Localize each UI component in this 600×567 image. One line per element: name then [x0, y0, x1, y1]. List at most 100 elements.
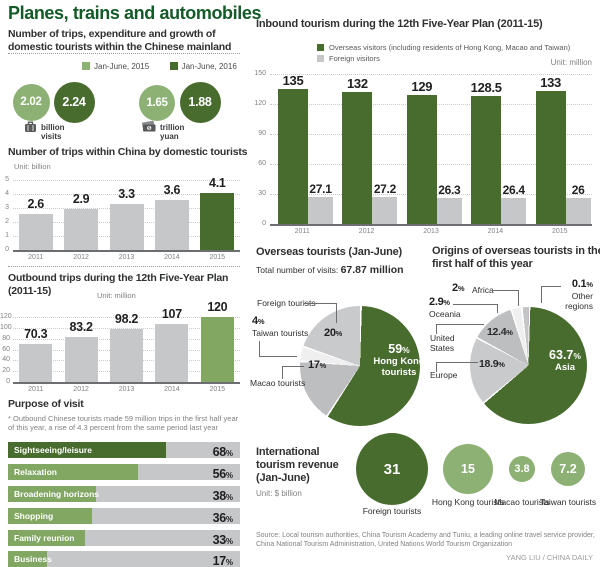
bar-overseas	[406, 95, 437, 224]
summary-circle-label: trillion yuan	[160, 123, 185, 141]
bar	[110, 328, 143, 382]
inbound-legend-foreign: Foreign visitors	[317, 54, 380, 63]
bar-year-label: 2015	[552, 228, 568, 235]
bar	[200, 317, 234, 382]
pie-value-oceania: 2.9%	[429, 296, 451, 308]
connector-line	[436, 324, 437, 334]
revenue-bubble-label: Taiwan tourists	[539, 497, 597, 507]
connector-line	[497, 304, 498, 313]
x-axis	[13, 382, 240, 384]
purpose-bar-fill: Broadening horizons	[8, 486, 99, 502]
axis-tick-label: 2	[5, 218, 9, 225]
axis-tick-label: 150	[254, 70, 266, 77]
bar-value-label: 98.2	[114, 311, 139, 326]
axis-tick-label: 0	[5, 246, 9, 253]
connector-line	[282, 366, 304, 367]
axis-tick-label: 40	[2, 356, 10, 364]
bar-year-label: 2015	[209, 254, 226, 261]
origins-pie-heading: Origins of overseas tourists in the firs…	[432, 245, 600, 270]
connector-line	[436, 362, 437, 372]
pie-value-united-states: 12.4%	[487, 326, 513, 338]
bar-foreign	[565, 198, 591, 224]
pie-value-taiwan: 4%	[252, 315, 265, 327]
gridline	[13, 180, 240, 181]
purpose-bar-value: 36%	[212, 511, 233, 525]
overseas-total-prefix: Total number of visits:	[256, 265, 341, 275]
revenue-heading: International tourism revenue (Jan-June)	[256, 446, 339, 484]
bar	[200, 192, 235, 250]
bar-overseas	[471, 95, 502, 224]
gridline	[270, 74, 592, 75]
connector-line	[541, 286, 542, 303]
source-text: Source: Local tourism authorities, China…	[256, 532, 595, 548]
bar-overseas	[535, 91, 566, 224]
gridline	[13, 317, 240, 318]
connector-line	[336, 303, 337, 323]
purpose-heading: Purpose of visit	[8, 398, 84, 410]
summary-circle: 2.02	[12, 83, 50, 121]
purpose-bar-value: 17%	[212, 554, 233, 567]
connector-line	[492, 290, 518, 291]
purpose-bar-label: Business	[14, 554, 52, 564]
bar-value-label: 26.4	[502, 182, 525, 197]
revenue-bubble: 7.2	[551, 452, 585, 486]
bar-value-label: 107	[161, 307, 182, 322]
connector-line	[453, 304, 497, 305]
legend-swatch-overseas	[317, 44, 324, 51]
purpose-bar-fill: Business	[8, 551, 52, 567]
x-axis	[270, 224, 592, 226]
bar-year-label: 2011	[28, 386, 44, 393]
bar-year-label: 2014	[164, 254, 180, 261]
overseas-total-value: 67.87 million	[340, 264, 404, 276]
legend-label-2015: Jan-June, 2015	[94, 62, 150, 71]
purpose-bar-value: 56%	[212, 467, 233, 481]
revenue-bubble: 31	[356, 433, 428, 505]
axis-tick-label: 0	[6, 378, 10, 385]
bar-year-label: 2011	[28, 254, 44, 261]
origins-pie	[470, 307, 587, 424]
purpose-bar-value: 68%	[212, 445, 233, 459]
axis-tick-label: 60	[258, 160, 266, 167]
revenue-bubble: 3.8	[509, 456, 535, 482]
purpose-bar-fill: Relaxation	[8, 464, 138, 480]
outbound-trips-heading: Outbound trips during the 12th Five-Year…	[8, 272, 229, 297]
revenue-unit: Unit: $ billion	[256, 489, 302, 498]
bar-value-label: 132	[346, 76, 368, 91]
bar-year-label: 2012	[73, 386, 89, 393]
pie-value-africa: 2%	[452, 282, 465, 294]
gridline	[13, 194, 240, 195]
bar-foreign	[501, 197, 527, 224]
pie-label-asia: 63.7% Asia	[549, 348, 581, 373]
bar-foreign	[372, 196, 398, 224]
page-title: Planes, trains and automobiles	[8, 3, 262, 23]
pie-label-foreign-tourists: Foreign tourists	[257, 298, 316, 308]
pie-label-taiwan-tourists: Taiwan tourists	[252, 328, 309, 338]
axis-tick-label: 120	[254, 100, 266, 107]
overseas-total: Total number of visits: 67.87 million	[256, 264, 404, 276]
pie-label-oceania: Oceania	[429, 309, 461, 319]
pie-label-hong-kong: 59% Hong Kong tourists	[373, 342, 425, 378]
bar-year-label: 2013	[423, 228, 439, 235]
pie-value-europe: 18.9%	[479, 358, 505, 370]
axis-tick-label: 5	[5, 176, 9, 183]
svg-text:$: $	[148, 126, 151, 131]
summary-circle: 1.65	[139, 85, 175, 121]
bar-value-label: 120	[207, 300, 228, 314]
pie-value-other: 0.1%	[571, 278, 593, 290]
axis-tick-label: 4	[5, 190, 9, 197]
summary-legend: Jan-June, 2015 Jan-June, 2016	[82, 56, 253, 74]
purpose-bar-track	[8, 551, 240, 567]
bar-value-label: 2.9	[72, 192, 90, 207]
pie-label-africa: Africa	[472, 285, 494, 295]
bar-value-label: 128.5	[470, 79, 502, 95]
inbound-unit: Unit: million	[550, 58, 592, 67]
revenue-bubble-label: Hong Kong tourists	[431, 497, 505, 507]
axis-tick-label: 3	[5, 204, 9, 211]
bar-value-label: 3.6	[163, 182, 181, 197]
bar	[19, 343, 53, 382]
purpose-note: * Outbound Chinese tourists made 59 mill…	[8, 414, 239, 432]
bar	[155, 324, 189, 382]
bar-value-label: 26.3	[438, 182, 461, 197]
bar-value-label: 27.1	[309, 181, 332, 196]
bar	[109, 203, 144, 250]
